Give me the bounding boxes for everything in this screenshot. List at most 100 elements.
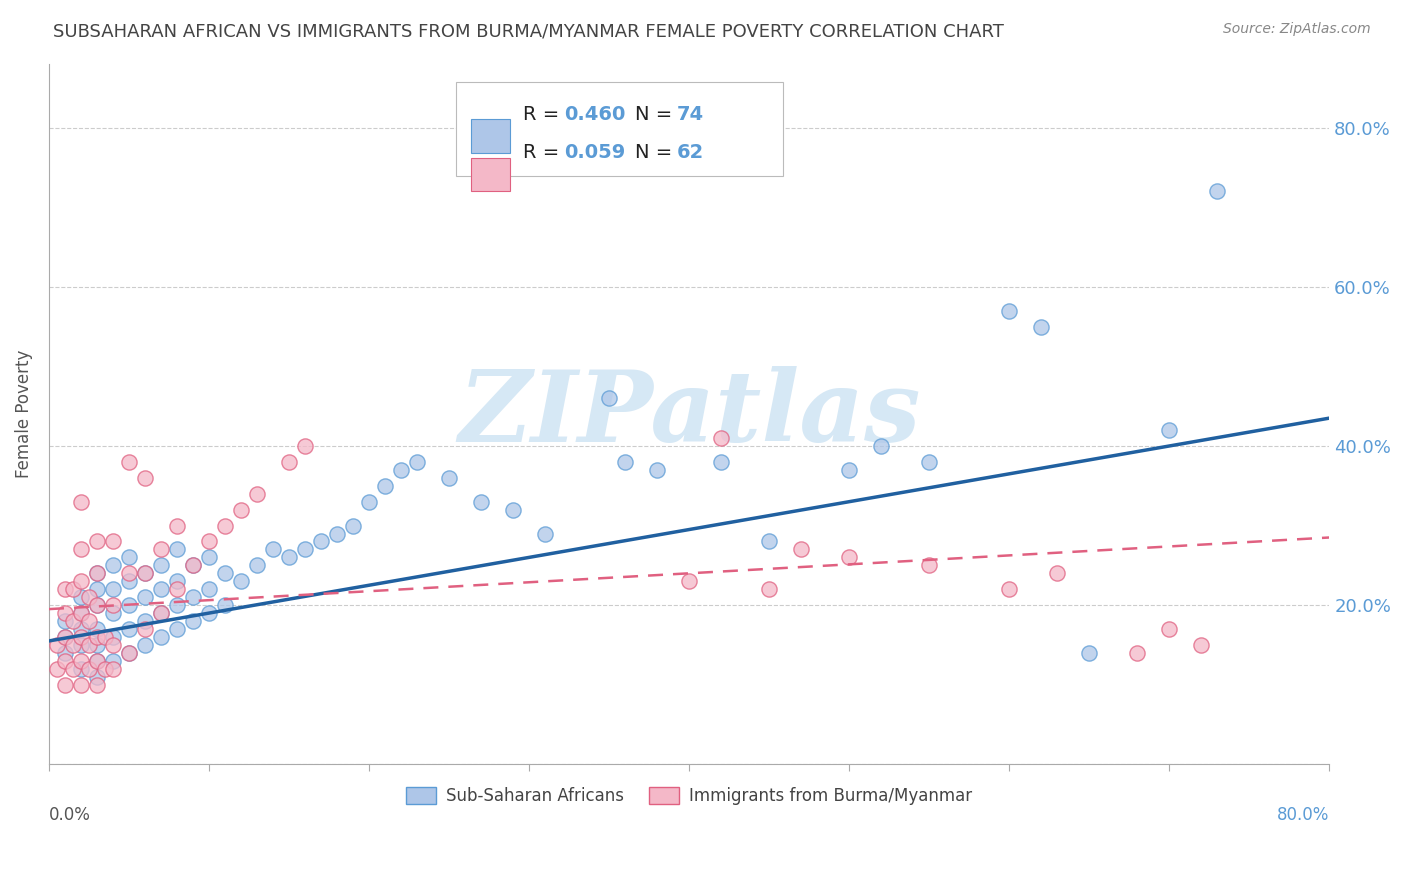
Point	[214, 518, 236, 533]
Point	[150, 606, 173, 620]
Point	[198, 606, 221, 620]
Text: R =: R =	[523, 143, 565, 162]
Point	[278, 550, 301, 565]
Point	[118, 646, 141, 660]
Point	[86, 534, 108, 549]
Point	[870, 439, 893, 453]
Y-axis label: Female Poverty: Female Poverty	[15, 350, 32, 478]
Point	[86, 622, 108, 636]
Text: 74: 74	[676, 105, 703, 124]
Point	[77, 614, 100, 628]
Point	[326, 526, 349, 541]
Point	[198, 550, 221, 565]
Point	[1031, 319, 1053, 334]
Point	[389, 463, 412, 477]
Point	[101, 606, 124, 620]
Point	[53, 630, 76, 644]
Point	[70, 606, 93, 620]
Point	[62, 638, 84, 652]
Point	[86, 566, 108, 581]
Point	[214, 598, 236, 612]
Point	[229, 574, 252, 589]
Point	[101, 630, 124, 644]
Point	[262, 542, 284, 557]
Point	[53, 678, 76, 692]
Point	[134, 614, 156, 628]
Point	[118, 646, 141, 660]
Point	[101, 638, 124, 652]
Point	[134, 622, 156, 636]
Point	[198, 534, 221, 549]
Point	[1159, 423, 1181, 437]
Point	[710, 455, 733, 469]
Point	[1046, 566, 1069, 581]
Point	[86, 678, 108, 692]
Point	[470, 494, 492, 508]
Point	[101, 534, 124, 549]
Point	[53, 606, 76, 620]
Point	[86, 598, 108, 612]
Point	[118, 550, 141, 565]
Point	[294, 542, 316, 557]
Point	[101, 654, 124, 668]
Point	[166, 518, 188, 533]
Point	[357, 494, 380, 508]
Point	[86, 654, 108, 668]
Point	[94, 630, 117, 644]
Point	[70, 494, 93, 508]
Point	[534, 526, 557, 541]
Text: 0.059: 0.059	[564, 143, 624, 162]
Point	[229, 502, 252, 516]
Point	[53, 646, 76, 660]
Point	[46, 638, 69, 652]
Text: N =: N =	[636, 143, 679, 162]
Point	[70, 638, 93, 652]
Point	[246, 487, 269, 501]
Point	[166, 574, 188, 589]
Point	[150, 558, 173, 573]
Text: 0.0%: 0.0%	[49, 806, 91, 824]
Point	[94, 662, 117, 676]
Point	[181, 614, 204, 628]
Point	[758, 534, 780, 549]
Point	[246, 558, 269, 573]
Point	[645, 463, 668, 477]
Point	[62, 662, 84, 676]
Point	[70, 662, 93, 676]
Point	[53, 614, 76, 628]
Point	[118, 566, 141, 581]
Point	[406, 455, 429, 469]
Point	[598, 391, 620, 405]
Point	[181, 558, 204, 573]
Point	[150, 606, 173, 620]
Point	[278, 455, 301, 469]
Point	[678, 574, 700, 589]
Point	[710, 431, 733, 445]
Point	[502, 502, 524, 516]
Point	[198, 582, 221, 597]
Point	[86, 670, 108, 684]
Point	[86, 638, 108, 652]
Point	[86, 566, 108, 581]
Text: 62: 62	[676, 143, 703, 162]
Point	[614, 455, 637, 469]
Point	[214, 566, 236, 581]
Point	[101, 582, 124, 597]
Point	[53, 654, 76, 668]
Point	[294, 439, 316, 453]
Point	[918, 455, 941, 469]
Point	[1126, 646, 1149, 660]
Point	[70, 654, 93, 668]
Point	[70, 622, 93, 636]
Point	[70, 574, 93, 589]
Point	[86, 582, 108, 597]
Point	[134, 566, 156, 581]
Point	[62, 582, 84, 597]
Point	[86, 654, 108, 668]
Text: 80.0%: 80.0%	[1277, 806, 1329, 824]
Point	[134, 566, 156, 581]
Point	[134, 638, 156, 652]
Point	[342, 518, 364, 533]
Text: ZIPatlas: ZIPatlas	[458, 366, 921, 462]
Point	[118, 598, 141, 612]
